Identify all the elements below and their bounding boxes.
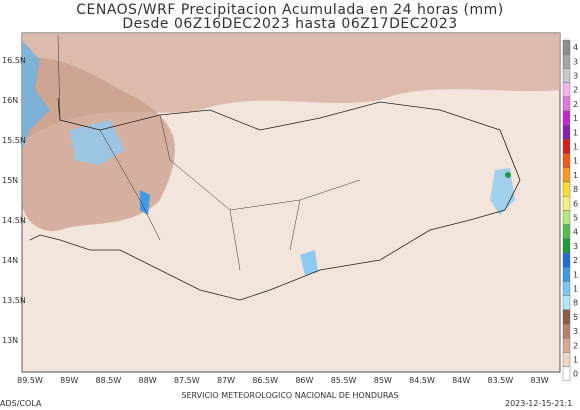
lat-label: 13.5N (2, 296, 26, 305)
colorbar-swatch (562, 110, 571, 126)
colorbar-label: 5 (573, 313, 578, 322)
lat-label: 13N (2, 336, 18, 345)
lon-label: 85W (374, 376, 392, 385)
lon-label: 83W (531, 376, 549, 385)
colorbar-swatch (562, 195, 571, 211)
longitude-labels: 89.5W 89W 88.5W 88W 87.5W 87W 86.5W 86W 85.5W 85W… (17, 376, 549, 385)
lat-label: 14N (2, 256, 18, 265)
colorbar-swatch (562, 181, 571, 197)
lat-label: 14.5N (2, 216, 26, 225)
colorbar-swatch (562, 281, 571, 296)
colorbar-swatch (562, 366, 571, 382)
lat-label: 15.5N (2, 136, 26, 145)
colorbar-label: 3 (573, 72, 578, 81)
lon-label: 83.5W (488, 376, 514, 385)
colorbar-swatch (562, 352, 571, 367)
colorbar-label: 0 (573, 370, 578, 379)
colorbar-label: 4 (573, 228, 578, 237)
lon-label: 89W (60, 376, 78, 385)
colorbar-label: 1 (573, 157, 578, 166)
colorbar-label: 1 (573, 114, 578, 123)
colorbar-swatch (562, 139, 571, 154)
colorbar-label: 1 (573, 356, 578, 365)
colorbar-swatch (562, 82, 571, 97)
lon-label: 87.5W (174, 376, 200, 385)
colorbar-label: 8 (573, 299, 578, 308)
colorbar-label: 6 (573, 199, 578, 208)
colorbar-swatch (562, 39, 571, 55)
colorbar-swatch (562, 238, 571, 254)
colorbar-swatch (562, 252, 571, 268)
lon-label: 84W (452, 376, 470, 385)
colorbar-swatch (562, 267, 571, 282)
colorbar-swatch (562, 309, 571, 325)
colorbar-swatch (562, 68, 571, 83)
lon-label: 86W (295, 376, 313, 385)
title-line: Desde 06Z16DEC2023 hasta 06Z17DEC2023 (122, 16, 457, 32)
lat-label: 16.5N (2, 56, 26, 65)
colorbar-swatch (562, 295, 571, 311)
lat-label: 16N (2, 96, 18, 105)
colorbar-label: 2 (573, 341, 578, 350)
colorbar-swatch (562, 96, 571, 112)
colorbar-swatch (562, 153, 571, 169)
lon-label: 86.5W (252, 376, 278, 385)
footer-center: SERVICIO METEOROLOGICO NACIONAL DE HONDU… (181, 391, 398, 400)
colorbar-swatch (562, 124, 571, 140)
colorbar-swatch (562, 323, 571, 339)
lon-label: 87W (217, 376, 235, 385)
footer-left: ADS/COLA (0, 399, 42, 408)
map-frame (21, 32, 561, 373)
colorbar-swatch (562, 167, 571, 183)
colorbar-label: 5 (573, 214, 578, 223)
title-line: CENAOS/WRF Precipitacion Acumulada en 24… (76, 2, 504, 18)
lon-label: 89.5W (17, 376, 43, 385)
footer-right: 2023-12-15-21:1 (505, 399, 572, 408)
colorbar-label: 1 (573, 285, 578, 294)
lat-label: 15N (2, 176, 18, 185)
colorbar-label: 4 (573, 43, 578, 52)
colorbar-swatch (562, 210, 571, 225)
colorbar-label: 1 (573, 270, 578, 279)
colorbar-label: 1 (573, 128, 578, 137)
colorbar-label: 3 (573, 242, 578, 251)
colorbar-label: 3 (573, 57, 578, 66)
colorbar-label: 2 (573, 86, 578, 95)
colorbar-label: 1 (573, 171, 578, 180)
colorbar-swatch (562, 338, 571, 353)
lon-label: 88.5W (96, 376, 122, 385)
colorbar-label: 2 (573, 256, 578, 265)
colorbar-label: 2 (573, 100, 578, 109)
colorbar-label: 1 (573, 143, 578, 152)
colorbar-label: 8 (573, 185, 578, 194)
colorbar-label: 3 (573, 327, 578, 336)
colorbar-swatch (562, 224, 571, 240)
lon-label: 84.5W (409, 376, 435, 385)
latitude-labels: 16.5N 16N 15.5N 15N 14.5N 14N 13.5N 13N (2, 56, 26, 345)
lon-label: 88W (139, 376, 157, 385)
colorbar-swatch (562, 54, 571, 69)
lon-label: 85.5W (331, 376, 357, 385)
